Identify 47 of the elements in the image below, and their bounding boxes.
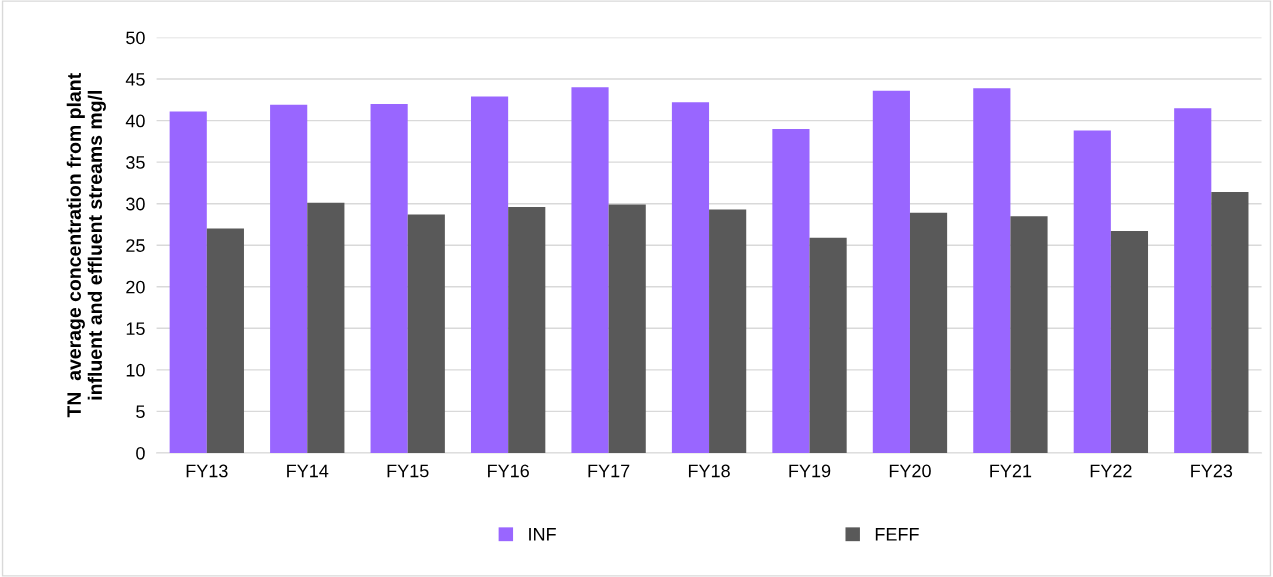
bar <box>270 104 308 453</box>
bar <box>608 204 646 453</box>
x-tick-label: FY16 <box>488 464 529 478</box>
bar <box>169 111 207 453</box>
y-axis-title: TN average concentration from plant influent and effluent streams mg/l <box>66 73 106 418</box>
bar <box>973 88 1011 453</box>
x-tick-label: FY21 <box>990 464 1032 478</box>
bar <box>772 128 810 453</box>
bar <box>809 237 847 453</box>
y-tick-label: 10 <box>126 363 145 377</box>
bar <box>571 87 609 453</box>
y-tick-label: 40 <box>125 114 145 128</box>
y-tick-label: 0 <box>136 446 145 460</box>
y-tick-label: 5 <box>136 405 145 419</box>
bar <box>1110 231 1149 453</box>
bar <box>1174 108 1212 453</box>
bar <box>671 102 710 453</box>
y-tick-label: 25 <box>126 239 145 252</box>
bar <box>508 207 546 453</box>
bar <box>1010 216 1048 453</box>
legend-label: FEFF <box>875 528 919 541</box>
bar <box>909 212 948 453</box>
bar <box>709 209 747 453</box>
y-tick-label: 45 <box>125 73 145 86</box>
x-tick-label: FY23 <box>1191 464 1233 478</box>
x-tick-label: FY14 <box>287 464 329 478</box>
y-tick-label: 30 <box>126 197 145 211</box>
x-tick-label: FY18 <box>688 464 730 478</box>
x-tick-label: FY19 <box>789 464 831 478</box>
bar <box>1073 130 1111 453</box>
bar <box>370 103 408 453</box>
legend-label: INF <box>529 528 556 541</box>
bar <box>1211 192 1249 453</box>
y-tick-label: 15 <box>126 322 145 336</box>
bar <box>407 214 445 453</box>
bar <box>470 96 509 453</box>
x-tick-label: FY20 <box>889 464 931 478</box>
bar <box>206 228 244 453</box>
y-tick-label: 50 <box>126 31 145 45</box>
y-tick-label: 35 <box>126 156 145 169</box>
x-tick-label: FY17 <box>588 464 630 478</box>
y-tick-label: 20 <box>126 280 145 294</box>
bar <box>307 202 345 453</box>
x-tick-label: FY15 <box>387 464 429 478</box>
x-tick-label: FY13 <box>186 464 228 478</box>
x-tick-label: FY22 <box>1090 464 1132 478</box>
bar <box>872 90 910 453</box>
